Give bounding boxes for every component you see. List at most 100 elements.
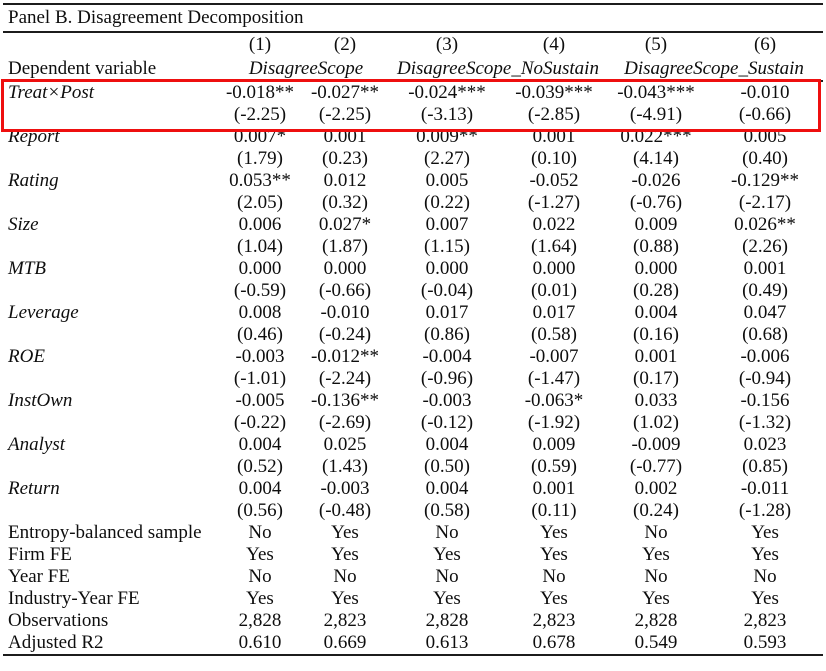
tstat-cell: (1.43): [322, 456, 368, 477]
footer-cell: Yes: [433, 544, 461, 565]
tstat-cell: (-1.28): [738, 500, 792, 521]
tstat-cell: (0.24): [633, 500, 679, 521]
regression-table: Panel B. Disagreement Decomposition (1) …: [3, 3, 824, 656]
estimate-cell: 0.001: [323, 126, 367, 147]
tstat-cell: (0.59): [531, 456, 577, 477]
estimate-cell: -0.006: [740, 346, 790, 367]
tstat-cell: (0.40): [742, 148, 788, 169]
footer-cell: 2,823: [743, 610, 787, 631]
estimate-cell: -0.007: [529, 346, 579, 367]
variable-label-spacer: [3, 192, 221, 214]
estimate-cell: 0.009: [634, 214, 678, 235]
estimate-cell: -0.010: [740, 82, 790, 103]
estimate-cell: 0.017: [425, 302, 469, 323]
footer-cell: 2,823: [532, 610, 576, 631]
tstat-cell: (-3.13): [420, 104, 474, 125]
estimate-cell: -0.005: [235, 390, 285, 411]
table-row: Report 0.007* 0.001 0.009** 0.001 0.022*…: [3, 126, 823, 148]
variable-label: Leverage: [8, 302, 79, 323]
estimate-cell: -0.003: [422, 390, 472, 411]
estimate-cell: 0.000: [532, 258, 576, 279]
tstat-cell: (-4.91): [629, 104, 683, 125]
panel-title: Panel B. Disagreement Decomposition: [3, 3, 824, 33]
estimate-cell: -0.136**: [310, 390, 380, 411]
footer-cell: 0.613: [425, 632, 469, 653]
estimate-cell: 0.022: [532, 214, 576, 235]
tstat-cell: (0.22): [424, 192, 470, 213]
table-row: (0.52) (1.43) (0.50) (0.59) (-0.77) (0.8…: [3, 456, 823, 478]
estimate-cell: 0.004: [238, 434, 282, 455]
estimate-cell: 0.006: [238, 214, 282, 235]
estimate-cell: 0.053**: [229, 170, 291, 191]
footer-cell: 2,828: [425, 610, 469, 631]
footer-cell: 2,823: [323, 610, 367, 631]
table-row: (-2.25) (-2.25) (-3.13) (-2.85) (-4.91) …: [3, 104, 823, 126]
tstat-cell: (-2.69): [318, 412, 372, 433]
footer-cell: Yes: [331, 522, 359, 543]
variable-label: Report: [8, 126, 60, 147]
variable-label-spacer: [3, 500, 221, 522]
variable-label-spacer: [3, 280, 221, 302]
estimate-cell: -0.043***: [617, 82, 695, 103]
footer-cell: 0.678: [532, 632, 576, 653]
table-row: Year FE No No No No No No: [3, 566, 823, 588]
footer-cell: 0.593: [743, 632, 787, 653]
variable-label: Return: [8, 478, 60, 499]
footer-cell: No: [542, 566, 566, 587]
footer-cell: No: [333, 566, 357, 587]
footer-cell: No: [435, 522, 459, 543]
tstat-cell: (-0.04): [420, 280, 474, 301]
estimate-cell: 0.000: [238, 258, 282, 279]
tstat-cell: (-1.47): [527, 368, 581, 389]
estimate-cell: 0.000: [634, 258, 678, 279]
tstat-cell: (-1.92): [527, 412, 581, 433]
footer-cell: 0.669: [323, 632, 367, 653]
variable-label: Size: [8, 214, 39, 235]
tstat-cell: (2.05): [237, 192, 283, 213]
variable-label: InstOwn: [8, 390, 73, 411]
tstat-cell: (2.27): [424, 148, 470, 169]
table-row: (1.04) (1.87) (1.15) (1.64) (0.88) (2.26…: [3, 236, 823, 258]
tstat-cell: (0.68): [742, 324, 788, 345]
estimate-cell: 0.009**: [416, 126, 478, 147]
table-row: Entropy-balanced sample No Yes No Yes No…: [3, 522, 823, 544]
tstat-cell: (-0.22): [233, 412, 287, 433]
tstat-cell: (0.01): [531, 280, 577, 301]
tstat-cell: (-0.76): [629, 192, 683, 213]
tstat-cell: (0.56): [237, 500, 283, 521]
table-row: MTB 0.000 0.000 0.000 0.000 0.000 0.001: [3, 258, 823, 280]
estimate-cell: 0.007*: [233, 126, 287, 147]
estimate-cell: 0.005: [425, 170, 469, 191]
tstat-cell: (0.46): [237, 324, 283, 345]
tstat-cell: (0.32): [322, 192, 368, 213]
tstat-cell: (0.11): [531, 500, 577, 521]
table-row: Return 0.004 -0.003 0.004 0.001 0.002 -0…: [3, 478, 823, 500]
variable-label-spacer: [3, 236, 221, 258]
tstat-cell: (-0.59): [233, 280, 287, 301]
tstat-cell: (0.58): [531, 324, 577, 345]
estimate-cell: 0.004: [238, 478, 282, 499]
footer-cell: 0.610: [238, 632, 282, 653]
tstat-cell: (-1.32): [738, 412, 792, 433]
tstat-cell: (-0.48): [318, 500, 372, 521]
footer-cell: No: [248, 566, 272, 587]
tstat-cell: (-2.25): [233, 104, 287, 125]
footer-cell: Yes: [433, 588, 461, 609]
estimate-cell: 0.004: [425, 478, 469, 499]
tstat-cell: (-0.77): [629, 456, 683, 477]
tstat-cell: (-1.01): [233, 368, 287, 389]
table-row: Size 0.006 0.027* 0.007 0.022 0.009 0.02…: [3, 214, 823, 236]
footer-cell: Yes: [540, 588, 568, 609]
table-row: InstOwn -0.005 -0.136** -0.003 -0.063* 0…: [3, 390, 823, 412]
estimate-cell: 0.000: [323, 258, 367, 279]
footer-cell: Yes: [642, 588, 670, 609]
variable-label: Rating: [8, 170, 59, 191]
estimate-cell: -0.018**: [225, 82, 295, 103]
tstat-cell: (1.87): [322, 236, 368, 257]
footer-label: Year FE: [8, 566, 70, 587]
estimate-cell: 0.027*: [318, 214, 372, 235]
footer-cell: Yes: [751, 588, 779, 609]
estimate-cell: 0.004: [634, 302, 678, 323]
tstat-cell: (0.88): [633, 236, 679, 257]
footer-cell: Yes: [246, 588, 274, 609]
